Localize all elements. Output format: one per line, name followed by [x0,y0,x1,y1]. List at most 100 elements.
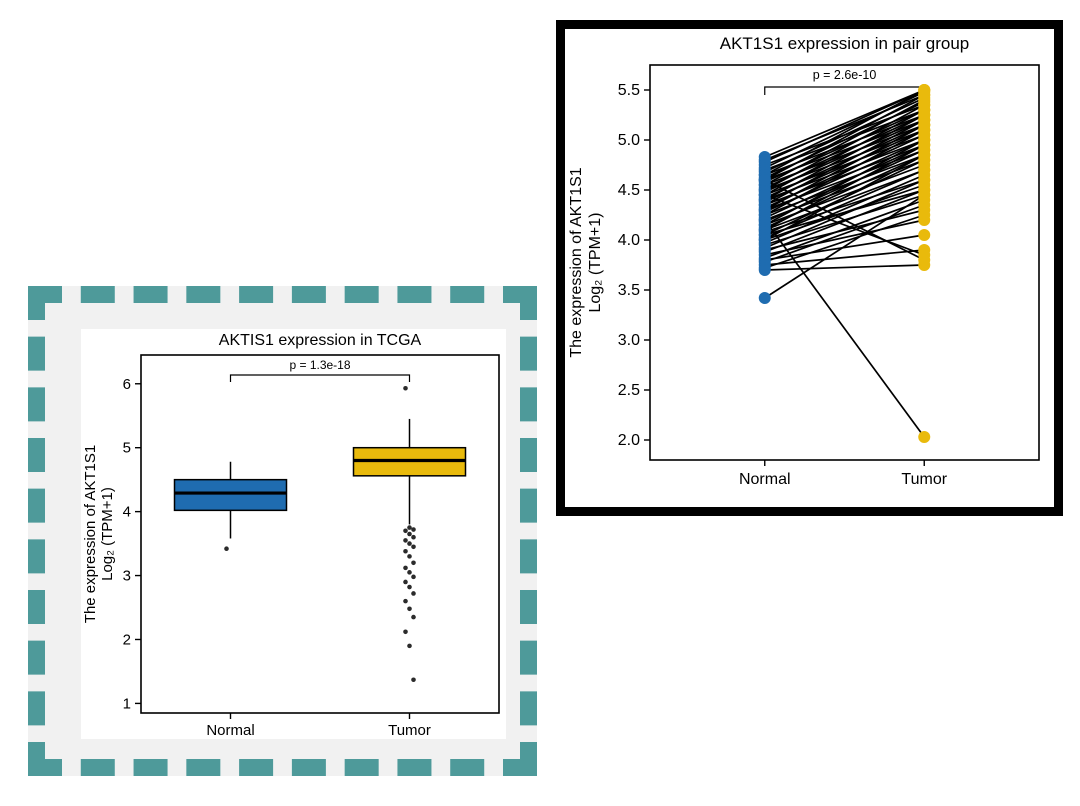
tumor-point [918,124,931,136]
normal-point [758,264,771,276]
y-tick-label: 3.5 [618,282,640,299]
chart-title: AKT1S1 expression in pair group [720,34,969,53]
tumor-point [918,209,931,221]
p-value-label: p = 2.6e-10 [813,68,877,82]
outlier-point [403,565,408,571]
y-tick-label: 5.5 [618,82,640,99]
outlier-point [403,528,408,534]
y-tick-label: 2.5 [618,382,640,399]
outlier-point [407,554,412,559]
tcga-boxplot-chart: AKTIS1 expression in TCGA 1 2 3 4 5 6 Normal Tum… [82,332,500,739]
x-category-label: Tumor [901,471,947,488]
tumor-point [918,189,931,201]
pair-line [764,179,925,249]
y-tick-label: 2 [123,631,131,648]
outlier-point [407,643,412,649]
pair-line [764,139,925,226]
y-axis-label-line1: The expression of AKT1S1 [82,445,99,623]
outlier-point [411,591,416,596]
outlier-point [407,606,412,612]
outlier-point [411,574,416,580]
outlier-point [411,527,416,532]
outlier-point [403,385,408,391]
normal-point [758,174,771,186]
x-category-label: Normal [739,471,791,488]
outlier-point [411,677,416,683]
y-tick-label: 4 [123,504,131,521]
outlier-point [407,541,412,546]
pair-line [764,114,925,201]
pair-plot-chart: AKT1S1 expression in pair group 2.0 2.5 3.0… [568,34,1040,488]
pair-line [764,264,925,271]
x-category-label: Normal [206,722,254,739]
outlier-point [407,584,412,590]
tcga-boxplot-figure: AKTIS1 expression in TCGA 1 2 3 4 5 6 Normal Tum… [28,286,537,776]
pair-line [764,154,925,241]
pair-line [764,194,925,299]
pair-line [764,104,925,191]
y-tick-label: 6 [123,376,131,393]
y-axis-label-line2: Log₂ (TPM+1) [587,212,604,312]
p-value-label: p = 1.3e-18 [289,358,350,372]
outlier-point [403,598,408,604]
y-tick-label: 3.0 [618,332,640,349]
plot-panel-border [140,354,500,714]
tumor-point [918,174,931,186]
pair-line [764,89,925,176]
pair-line [764,169,925,231]
x-category-label: Tumor [388,722,431,739]
pair-line [764,189,925,253]
outlier-point [224,546,229,552]
pair-line [764,97,925,173]
pair-line [764,89,925,163]
tumor-point [918,229,931,241]
y-tick-label: 4.0 [618,232,640,249]
outlier-point [407,525,412,530]
normal-point [758,189,771,201]
pair-line [764,94,925,181]
outlier-point [407,570,412,575]
outlier-point [403,538,408,543]
y-axis-label-line1: The expression of AKT1S1 [568,167,585,357]
normal-point [758,292,771,304]
y-tick-label: 4.5 [618,182,640,199]
significance-bracket [229,374,411,382]
chart-title: AKTIS1 expression in TCGA [219,332,422,349]
pair-line [764,179,925,261]
pair-line [764,174,925,244]
outlier-point [411,560,416,566]
pair-line [764,129,925,216]
pair-line [764,249,925,266]
outlier-point [411,614,416,620]
pair-line [764,124,925,211]
outlier-point [411,534,416,540]
y-tick-label: 3 [123,568,131,585]
y-axis-label-line2: Log₂ (TPM+1) [99,487,116,581]
outlier-point [407,531,412,537]
outlier-point [411,544,416,550]
pair-line [764,99,925,186]
tumor-point [918,431,931,443]
outlier-point [403,629,408,635]
pair-line [764,109,925,196]
pair-line [764,214,925,269]
y-tick-label: 5.0 [618,132,640,149]
pair-line [764,209,925,251]
tumor-point [918,139,931,151]
tcga-boxplot-figure-body: AKTIS1 expression in TCGA 1 2 3 4 5 6 Normal Tum… [81,329,506,739]
y-tick-label: 1 [123,695,131,712]
tumor-point [918,149,931,161]
tumor-point [918,199,931,211]
pair-line [764,194,925,256]
outlier-point [403,548,408,554]
pair-line [764,199,925,259]
y-tick-label: 5 [123,440,131,457]
outlier-point [403,579,408,585]
pair-line [764,119,925,206]
tumor-point [918,249,931,261]
pair-line [764,204,925,263]
pair-line [764,144,925,231]
box-normal [173,478,288,512]
pair-plot-figure: AKT1S1 expression in pair group 2.0 2.5 3.0… [556,20,1063,516]
